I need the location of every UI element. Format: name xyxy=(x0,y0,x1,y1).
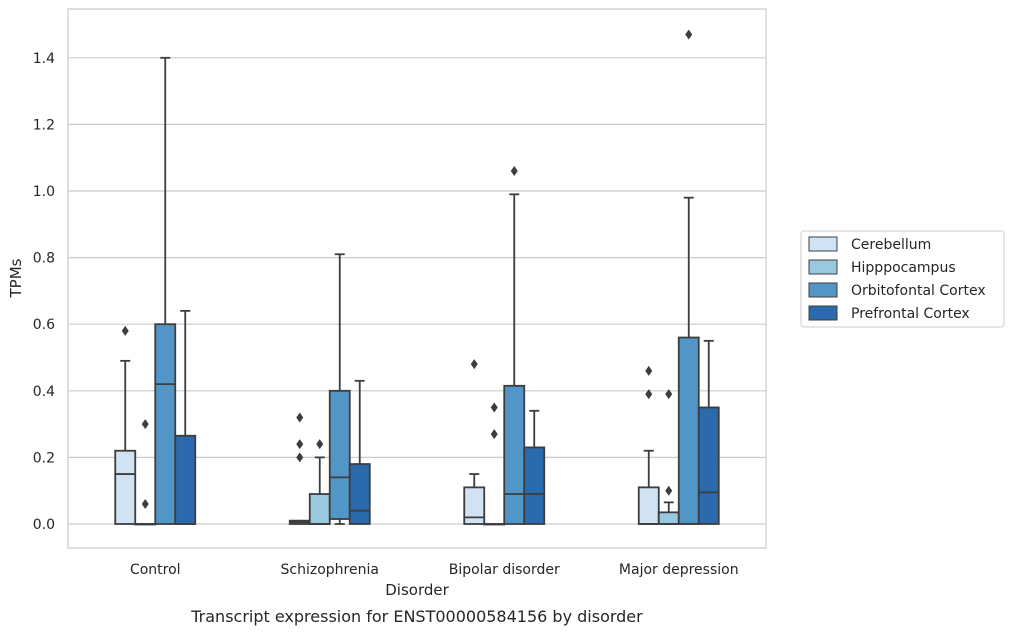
box xyxy=(154,323,177,525)
legend-swatch xyxy=(808,305,838,321)
box xyxy=(657,511,680,525)
box xyxy=(523,446,546,525)
outlier-point xyxy=(316,439,324,450)
box-group xyxy=(523,409,546,525)
box-group xyxy=(134,419,157,526)
box-group xyxy=(483,402,506,526)
box xyxy=(677,336,700,525)
box-group xyxy=(174,309,197,525)
y-tick-label: 0.6 xyxy=(33,317,55,333)
x-tick-label: Schizophrenia xyxy=(281,562,379,578)
y-tick-label: 1.2 xyxy=(33,117,55,133)
box-group xyxy=(308,439,331,525)
chart-caption: Transcript expression for ENST0000058415… xyxy=(190,607,643,626)
legend: Cerebellum Hipppocampus Orbitofontal Corte… xyxy=(800,230,1005,328)
x-tick-label: Control xyxy=(130,562,181,578)
y-axis-ticks: 0.0 0.2 0.4 0.6 0.8 1.0 1.2 1.4 xyxy=(33,51,55,533)
legend-label: Hipppocampus xyxy=(851,260,956,276)
box xyxy=(174,434,197,525)
legend-swatch xyxy=(808,236,838,252)
outlier-point xyxy=(645,389,653,400)
legend-label: Prefrontal Cortex xyxy=(851,306,970,322)
box-group xyxy=(348,379,371,525)
outlier-point xyxy=(490,402,498,413)
outlier-point xyxy=(685,29,693,40)
box xyxy=(463,486,486,525)
outlier-point xyxy=(510,166,518,177)
outlier-point xyxy=(490,429,498,440)
box xyxy=(697,406,720,525)
box-group xyxy=(288,412,311,525)
box xyxy=(503,384,526,525)
outlier-point xyxy=(141,419,149,430)
box xyxy=(114,449,137,525)
outlier-point xyxy=(296,452,304,463)
box-plots xyxy=(114,29,720,526)
y-tick-label: 0.2 xyxy=(33,450,55,466)
outlier-point xyxy=(121,325,129,336)
y-tick-label: 1.0 xyxy=(33,184,55,200)
outlier-point xyxy=(665,485,673,496)
outlier-point xyxy=(296,439,304,450)
legend-label: Cerebellum xyxy=(851,237,931,253)
box xyxy=(348,463,371,525)
x-axis-ticks: Control Schizophrenia Bipolar disorder Majo… xyxy=(130,562,739,578)
box-group xyxy=(154,56,177,525)
outlier-point xyxy=(296,412,304,423)
y-tick-label: 0.8 xyxy=(33,251,55,267)
outlier-point xyxy=(645,365,653,376)
y-tick-label: 0.4 xyxy=(33,384,55,400)
outlier-point xyxy=(470,359,478,370)
box-group xyxy=(657,389,680,525)
x-tick-label: Major depression xyxy=(619,562,739,578)
box-group xyxy=(463,359,486,525)
box xyxy=(637,486,660,525)
legend-frame xyxy=(800,230,1005,328)
box xyxy=(308,493,331,525)
y-axis-label: TPMs xyxy=(7,258,25,298)
legend-label: Orbitofontal Cortex xyxy=(851,283,986,299)
box-group xyxy=(114,325,137,525)
box-group xyxy=(637,365,660,525)
outlier-point xyxy=(141,499,149,510)
legend-swatch xyxy=(808,282,838,298)
box xyxy=(328,389,351,520)
box-group xyxy=(697,339,720,525)
y-tick-label: 0.0 xyxy=(33,517,55,533)
outlier-point xyxy=(665,389,673,400)
x-tick-label: Bipolar disorder xyxy=(449,562,560,578)
x-axis-label: Disorder xyxy=(385,581,449,599)
box-group xyxy=(328,253,351,525)
y-tick-label: 1.4 xyxy=(33,51,55,67)
legend-swatch xyxy=(808,259,838,275)
